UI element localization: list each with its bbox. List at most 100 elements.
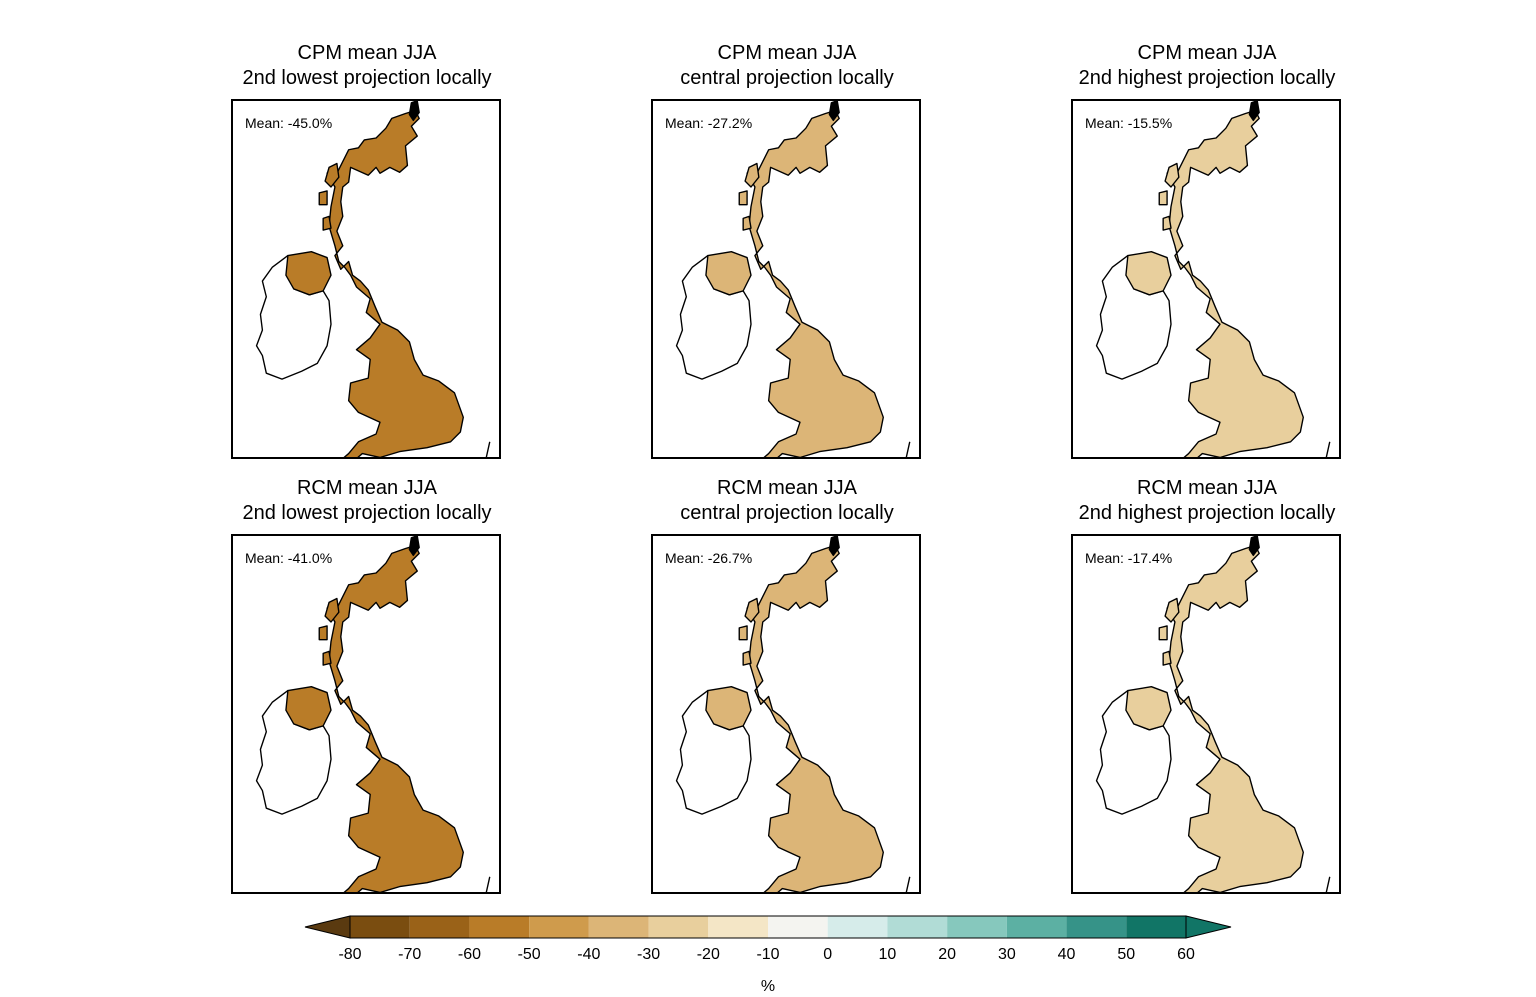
shetland-islands: [408, 101, 420, 122]
panel-title: RCM mean JJA 2nd lowest projection local…: [157, 476, 577, 526]
northern-ireland-region: [1125, 685, 1172, 731]
great-britain-region: [746, 109, 884, 457]
panel-title: CPM mean JJA 2nd lowest projection local…: [157, 41, 577, 91]
panel-title: RCM mean JJA 2nd highest projection loca…: [997, 476, 1417, 526]
shetland-islands: [408, 536, 420, 557]
colorbar-tick-label: -20: [696, 946, 720, 963]
panel-title-line1: RCM mean JJA: [296, 477, 438, 499]
scottish-islands-region: [738, 597, 760, 666]
uk-map: [255, 536, 491, 892]
panel-title-line2: central projection locally: [680, 67, 894, 89]
panel-title-line1: RCM mean JJA: [716, 477, 858, 499]
colorbar-segment: [409, 916, 470, 938]
france-coastline: [905, 441, 911, 457]
great-britain-region: [1166, 109, 1304, 457]
panel-title-line2: central projection locally: [680, 502, 894, 524]
map-frame: Mean: -15.5%: [1071, 99, 1341, 459]
northern-ireland-region: [705, 250, 752, 296]
colorbar-tick-label: 30: [997, 946, 1016, 963]
france-coastline: [1325, 441, 1331, 457]
map-frame: Mean: -41.0%: [231, 534, 501, 894]
colorbar-segment: [350, 916, 410, 938]
uk-map: [1095, 536, 1331, 892]
panel-title-line1: CPM mean JJA: [297, 42, 437, 64]
colorbar-outline: [349, 915, 1187, 939]
colorbar-segment: [768, 916, 828, 938]
colorbar-segment: [887, 916, 948, 938]
colorbar: [304, 915, 1232, 939]
colorbar-tick-label: -30: [637, 946, 661, 963]
northern-ireland-region: [285, 685, 332, 731]
panel-title-line2: 2nd highest projection locally: [1078, 67, 1336, 89]
uk-map: [675, 101, 911, 457]
colorbar-tick-label: 20: [938, 946, 957, 963]
great-britain-region: [326, 544, 464, 892]
colorbar-segment: [947, 916, 1007, 938]
panel-title-line1: CPM mean JJA: [717, 42, 857, 64]
colorbar-extension-low: [304, 915, 351, 939]
mean-value-label: Mean: -45.0%: [245, 115, 333, 131]
mean-value-label: Mean: -15.5%: [1085, 115, 1173, 131]
panel-title-line2: 2nd highest projection locally: [1078, 502, 1336, 524]
france-coastline: [905, 876, 911, 892]
colorbar-segment: [708, 916, 768, 938]
mean-value-label: Mean: -27.2%: [665, 115, 753, 131]
uk-map: [1095, 101, 1331, 457]
shetland-islands: [1248, 536, 1260, 557]
panel-title-line2: 2nd lowest projection locally: [242, 502, 492, 524]
colorbar-tick-label: 60: [1177, 946, 1195, 963]
france-coastline: [1325, 876, 1331, 892]
shetland-islands: [828, 536, 840, 557]
colorbar-tick-label: -80: [338, 946, 362, 963]
great-britain-region: [1166, 544, 1304, 892]
colorbar-tick-label: 50: [1117, 946, 1136, 963]
colorbar-tick-label: -50: [517, 946, 541, 963]
scottish-islands-region: [318, 162, 340, 231]
colorbar-segment: [648, 916, 709, 938]
colorbar-extension-high: [1185, 915, 1232, 939]
scottish-islands-region: [318, 597, 340, 666]
great-britain-region: [326, 109, 464, 457]
france-coastline: [485, 876, 491, 892]
uk-map: [675, 536, 911, 892]
panel-title: RCM mean JJA central projection locally: [577, 476, 997, 526]
mean-value-label: Mean: -17.4%: [1085, 550, 1173, 566]
panel-title: CPM mean JJA 2nd highest projection loca…: [997, 41, 1417, 91]
mean-value-label: Mean: -26.7%: [665, 550, 753, 566]
northern-ireland-region: [285, 250, 332, 296]
map-frame: Mean: -17.4%: [1071, 534, 1341, 894]
colorbar-segment: [1126, 916, 1186, 938]
shetland-islands: [828, 101, 840, 122]
scottish-islands-region: [738, 162, 760, 231]
northern-ireland-region: [705, 685, 752, 731]
colorbar-tick-label: -70: [398, 946, 422, 963]
panel-title: CPM mean JJA central projection locally: [577, 41, 997, 91]
colorbar-tick-label: -40: [577, 946, 601, 963]
colorbar-tick-label: 10: [878, 946, 897, 963]
map-frame: Mean: -27.2%: [651, 99, 921, 459]
shetland-islands: [1248, 101, 1260, 122]
france-coastline: [485, 441, 491, 457]
colorbar-tick-label: -10: [756, 946, 780, 963]
colorbar-tick-label: -60: [457, 946, 481, 963]
colorbar-unit-label: %: [760, 978, 776, 995]
colorbar-segment: [1066, 916, 1127, 938]
colorbar-segment: [588, 916, 649, 938]
colorbar-segment: [469, 916, 530, 938]
great-britain-region: [746, 544, 884, 892]
colorbar-tick-label: 0: [823, 946, 833, 963]
scottish-islands-region: [1158, 597, 1180, 666]
uk-map: [255, 101, 491, 457]
panel-title-line1: CPM mean JJA: [1137, 42, 1277, 64]
panel-title-line2: 2nd lowest projection locally: [242, 67, 492, 89]
scottish-islands-region: [1158, 162, 1180, 231]
northern-ireland-region: [1125, 250, 1172, 296]
colorbar-tick-label: 40: [1057, 946, 1076, 963]
colorbar-segment: [1006, 916, 1067, 938]
map-frame: Mean: -26.7%: [651, 534, 921, 894]
mean-value-label: Mean: -41.0%: [245, 550, 333, 566]
colorbar-segment: [529, 916, 589, 938]
panel-title-line1: RCM mean JJA: [1136, 477, 1278, 499]
map-frame: Mean: -45.0%: [231, 99, 501, 459]
colorbar-segment: [827, 916, 888, 938]
